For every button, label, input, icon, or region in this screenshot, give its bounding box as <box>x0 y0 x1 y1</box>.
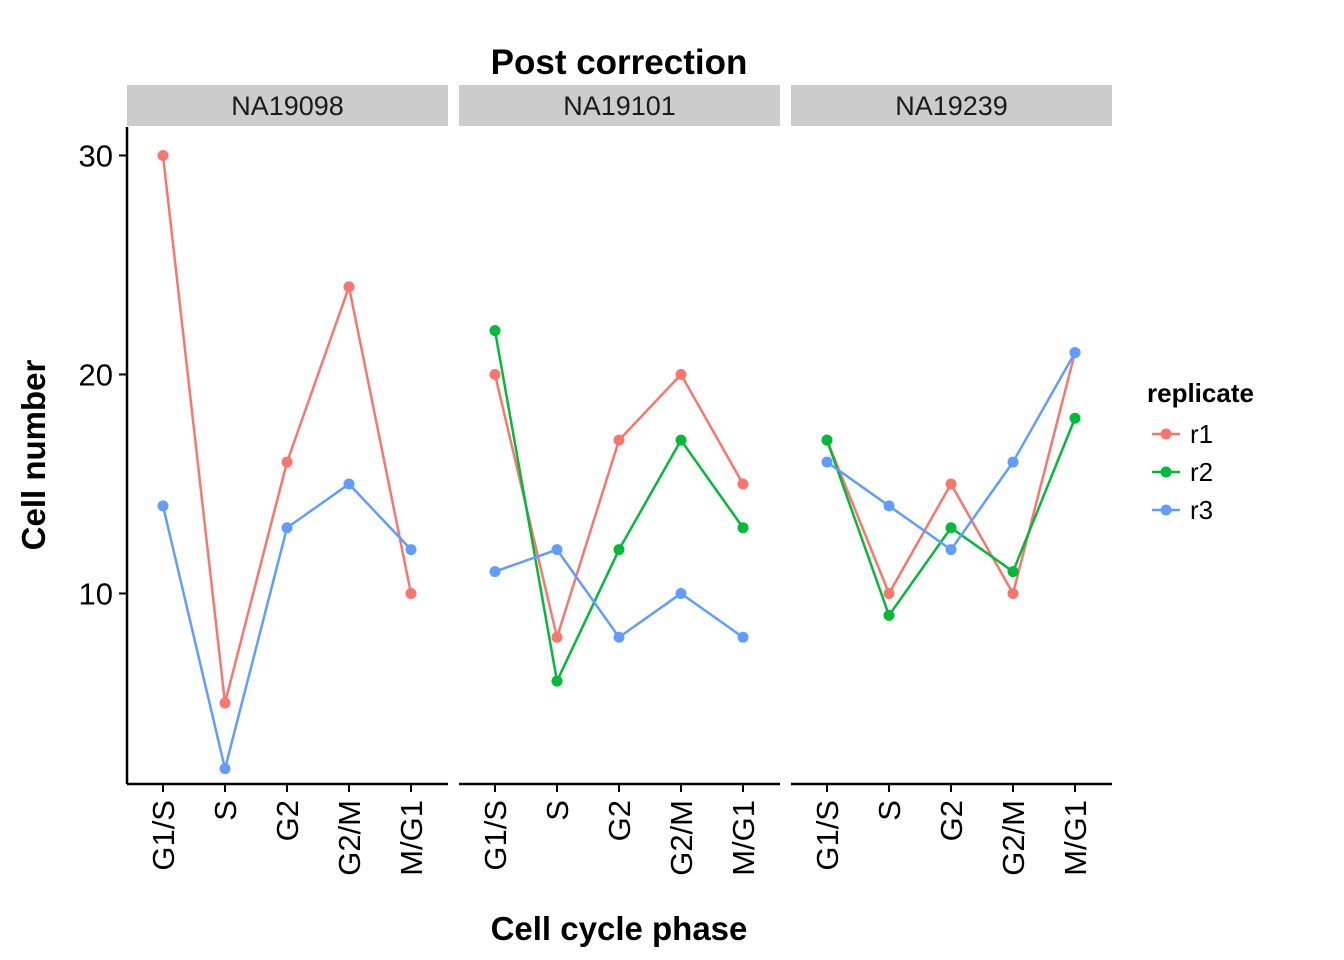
data-point-r1 <box>945 478 957 490</box>
data-point-r1 <box>883 587 895 599</box>
x-tick-label: G2/M <box>664 800 699 876</box>
legend-label: r1 <box>1190 419 1213 449</box>
x-tick-label: G2 <box>934 800 969 841</box>
x-tick-label: G1/S <box>810 800 845 871</box>
data-point-r3 <box>737 631 749 643</box>
data-point-r2 <box>551 675 563 687</box>
data-point-r1 <box>405 587 417 599</box>
x-tick-label: G1/S <box>478 800 513 871</box>
x-tick-label: M/G1 <box>394 800 429 876</box>
y-axis: 10 20 30 <box>79 127 129 784</box>
legend-label: r2 <box>1190 457 1213 487</box>
data-point-r3 <box>281 522 293 534</box>
data-point-r2 <box>1007 566 1019 578</box>
data-point-r1 <box>551 631 563 643</box>
data-point-r3 <box>945 544 957 556</box>
legend-label: r3 <box>1190 495 1213 525</box>
x-tick-label: S <box>872 800 907 821</box>
series-line-r3 <box>494 548 744 640</box>
data-point-r1 <box>281 456 293 468</box>
x-tick-label: M/G1 <box>726 800 761 876</box>
facet-strip <box>459 85 780 126</box>
legend-key-point <box>1160 504 1172 516</box>
data-point-r2 <box>1069 412 1081 424</box>
panel-NA19098: NA19098 G1/S S G2 G2/M M/G1 <box>127 85 448 876</box>
panel-NA19239: NA19239 G1/S S G2 G2/M M/G1 <box>791 85 1112 876</box>
data-point-r1 <box>343 281 355 293</box>
data-point-r3 <box>1007 456 1019 468</box>
data-point-r2 <box>945 522 957 534</box>
y-tick-label: 30 <box>79 138 113 173</box>
data-point-r2 <box>821 434 833 446</box>
legend: replicate r1 r2 r3 <box>1147 378 1254 525</box>
data-point-r3 <box>1069 347 1081 359</box>
facet-strip-label: NA19101 <box>563 91 676 121</box>
x-tick-label: G2/M <box>332 800 367 876</box>
legend-entry-r1: r1 <box>1152 419 1213 449</box>
legend-key-point <box>1160 466 1172 478</box>
y-tick-label: 20 <box>79 357 113 392</box>
data-point-r3 <box>157 500 169 512</box>
facet-strip <box>791 85 1112 126</box>
facet-strip <box>127 85 448 126</box>
series-line-r2 <box>825 417 1077 619</box>
data-point-r1 <box>675 368 687 380</box>
data-point-r1 <box>219 697 231 709</box>
x-tick-label: G2 <box>270 800 305 841</box>
x-tick-label: G1/S <box>146 800 181 871</box>
data-point-r2 <box>737 522 749 534</box>
data-point-r2 <box>883 609 895 621</box>
x-tick-label: S <box>208 800 243 821</box>
data-point-r3 <box>551 544 563 556</box>
data-point-r3 <box>343 478 355 490</box>
facet-strip-label: NA19098 <box>231 91 344 121</box>
series-line-r1 <box>493 372 745 642</box>
panel-NA19101: NA19101 G1/S S G2 G2/M M/G1 <box>459 85 780 876</box>
series-line-r1 <box>825 352 1077 597</box>
data-point-r1 <box>157 149 169 161</box>
x-tick-label: G2/M <box>996 800 1031 876</box>
data-point-r1 <box>737 478 749 490</box>
x-tick-label: S <box>540 800 575 821</box>
data-point-r3 <box>489 566 501 578</box>
data-point-r1 <box>613 434 625 446</box>
legend-key-point <box>1160 428 1172 440</box>
y-tick-label: 10 <box>79 576 113 611</box>
data-point-r3 <box>405 544 417 556</box>
facet-strip-label: NA19239 <box>895 91 1008 121</box>
panels-group: NA19098 G1/S S G2 G2/M M/G1 NA19101 G1/S S G2 G2/M… <box>127 85 1112 876</box>
data-point-r1 <box>1007 587 1019 599</box>
legend-title: replicate <box>1147 378 1254 408</box>
data-point-r3 <box>883 500 895 512</box>
data-point-r3 <box>821 456 833 468</box>
x-tick-label: M/G1 <box>1058 800 1093 876</box>
y-axis-title: Cell number <box>15 359 52 550</box>
data-point-r2 <box>613 544 625 556</box>
x-axis-title: Cell cycle phase <box>491 910 748 947</box>
series-line-r2 <box>493 330 745 686</box>
x-tick-label: G2 <box>602 800 637 841</box>
legend-entry-r3: r3 <box>1152 495 1213 525</box>
series-line-r1 <box>161 155 413 704</box>
data-point-r3 <box>219 763 231 775</box>
data-point-r1 <box>489 368 501 380</box>
legend-entry-r2: r2 <box>1152 457 1213 487</box>
series-line-r3 <box>826 351 1077 552</box>
data-point-r2 <box>489 325 501 337</box>
data-point-r3 <box>675 587 687 599</box>
chart-title: Post correction <box>491 43 748 82</box>
data-point-r3 <box>613 631 625 643</box>
data-point-r2 <box>675 434 687 446</box>
